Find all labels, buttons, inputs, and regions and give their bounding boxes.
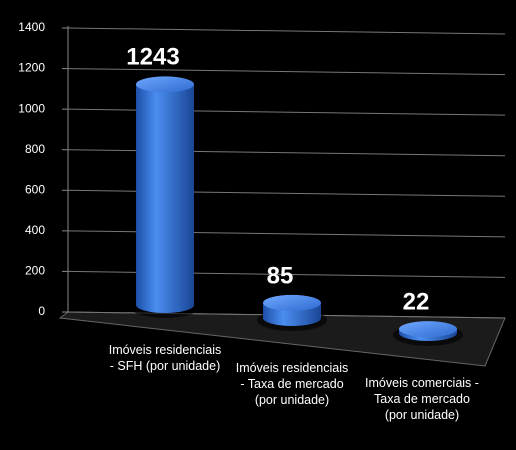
y-tick-label: 600 — [25, 182, 45, 196]
bar — [136, 84, 194, 314]
y-tick-label: 0 — [38, 304, 45, 318]
y-tick-label: 1400 — [18, 20, 45, 34]
grid-line — [67, 108, 506, 116]
grid-line — [67, 230, 506, 238]
value-label: 22 — [403, 288, 430, 315]
y-tick-label: 1000 — [18, 101, 45, 115]
value-label: 85 — [267, 262, 294, 289]
y-tick-label: 1200 — [18, 61, 45, 75]
x-tick-label: Imóveis comerciais - Taxa de mercado (po… — [365, 376, 479, 422]
x-tick-label: Imóveis residenciais - Taxa de mercado (… — [235, 361, 349, 407]
bar-top — [263, 294, 321, 311]
grid-line — [67, 27, 506, 35]
bar-top — [136, 76, 194, 93]
value-label: 1243 — [126, 44, 179, 71]
grid-line — [67, 189, 506, 197]
bar-top — [399, 321, 457, 338]
grid-line — [67, 149, 506, 157]
x-tick-label: Imóveis residenciais - SFH (por unidade) — [108, 343, 222, 373]
grid-line — [67, 68, 506, 76]
y-tick-label: 400 — [25, 223, 45, 237]
y-tick-label: 800 — [25, 142, 45, 156]
y-tick-label: 200 — [25, 264, 45, 278]
